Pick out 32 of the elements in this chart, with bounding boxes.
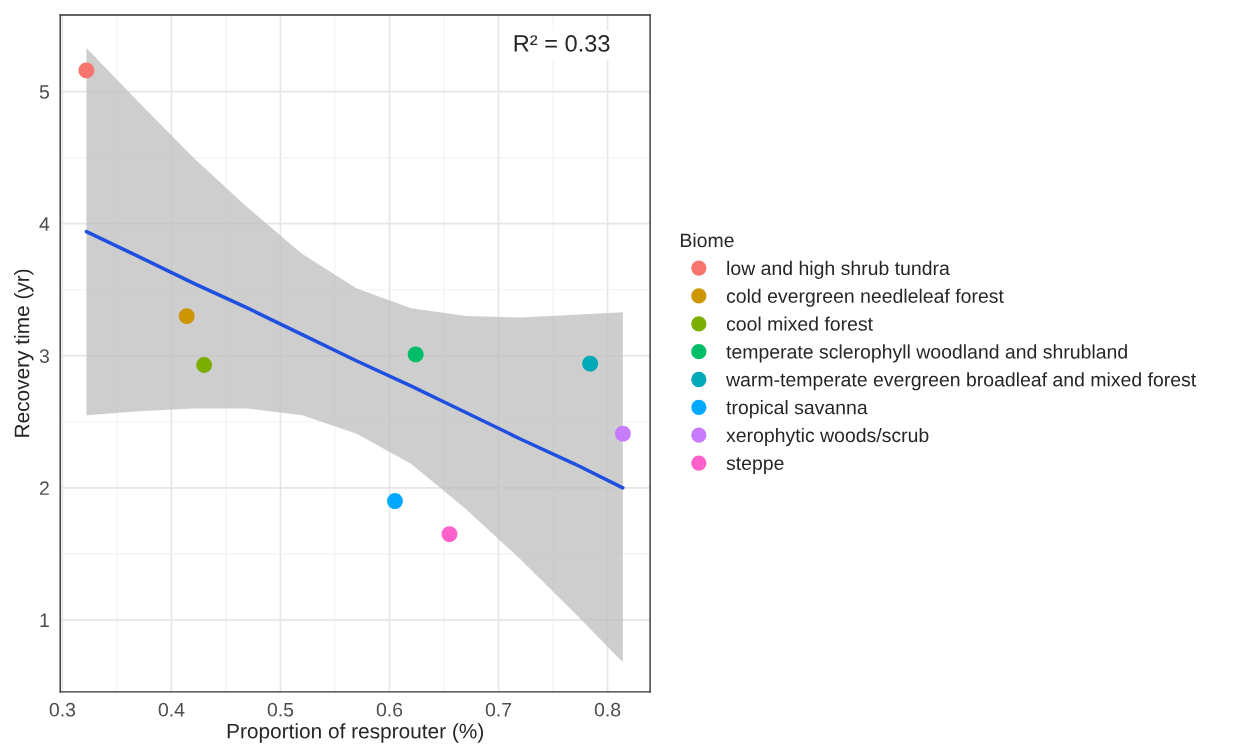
legend-label: steppe <box>726 457 784 474</box>
x-axis-title: Proportion of resprouter (%) <box>227 723 483 743</box>
x-tick-label: 0.8 <box>594 702 621 717</box>
x-tick-label: 0.4 <box>158 702 185 717</box>
line-series <box>84 229 625 490</box>
y-axis-title: Recovery time (yr) <box>14 269 34 437</box>
x-tick-label: 0.5 <box>267 702 294 717</box>
y-tick-label: 5 <box>39 85 50 99</box>
legend-label: xerophytic woods/scrub <box>726 427 929 447</box>
legend-label: cold evergreen needleleaf forest <box>726 288 1004 307</box>
point <box>441 526 458 542</box>
y-tick-label: 2 <box>39 481 49 495</box>
legend-label: low and high shrub tundra <box>727 260 950 279</box>
x-tick-label: 0.6 <box>376 702 403 717</box>
y-tick-label: 4 <box>39 217 50 231</box>
legend-label: cool mixed forest <box>726 316 873 331</box>
point <box>407 346 424 363</box>
point <box>582 355 599 372</box>
legend-label: warm-temperate evergreen broadleaf and mixed forest <box>726 372 1197 391</box>
point <box>78 62 95 79</box>
x-tick-label: 0.7 <box>485 702 512 717</box>
legend-title: Biome <box>680 232 734 248</box>
x-tick-label: 0.3 <box>49 702 76 717</box>
point <box>614 425 631 442</box>
annotation: R² = 0.33 <box>514 35 610 52</box>
y-tick-label: 3 <box>39 349 49 363</box>
point <box>387 493 403 509</box>
y-tick-label: 1 <box>40 613 49 627</box>
legend-label: tropical savanna <box>726 400 868 419</box>
point <box>196 357 213 373</box>
point <box>178 308 195 325</box>
legend-label: temperate sclerophyll woodland and shrubland <box>726 344 1127 363</box>
